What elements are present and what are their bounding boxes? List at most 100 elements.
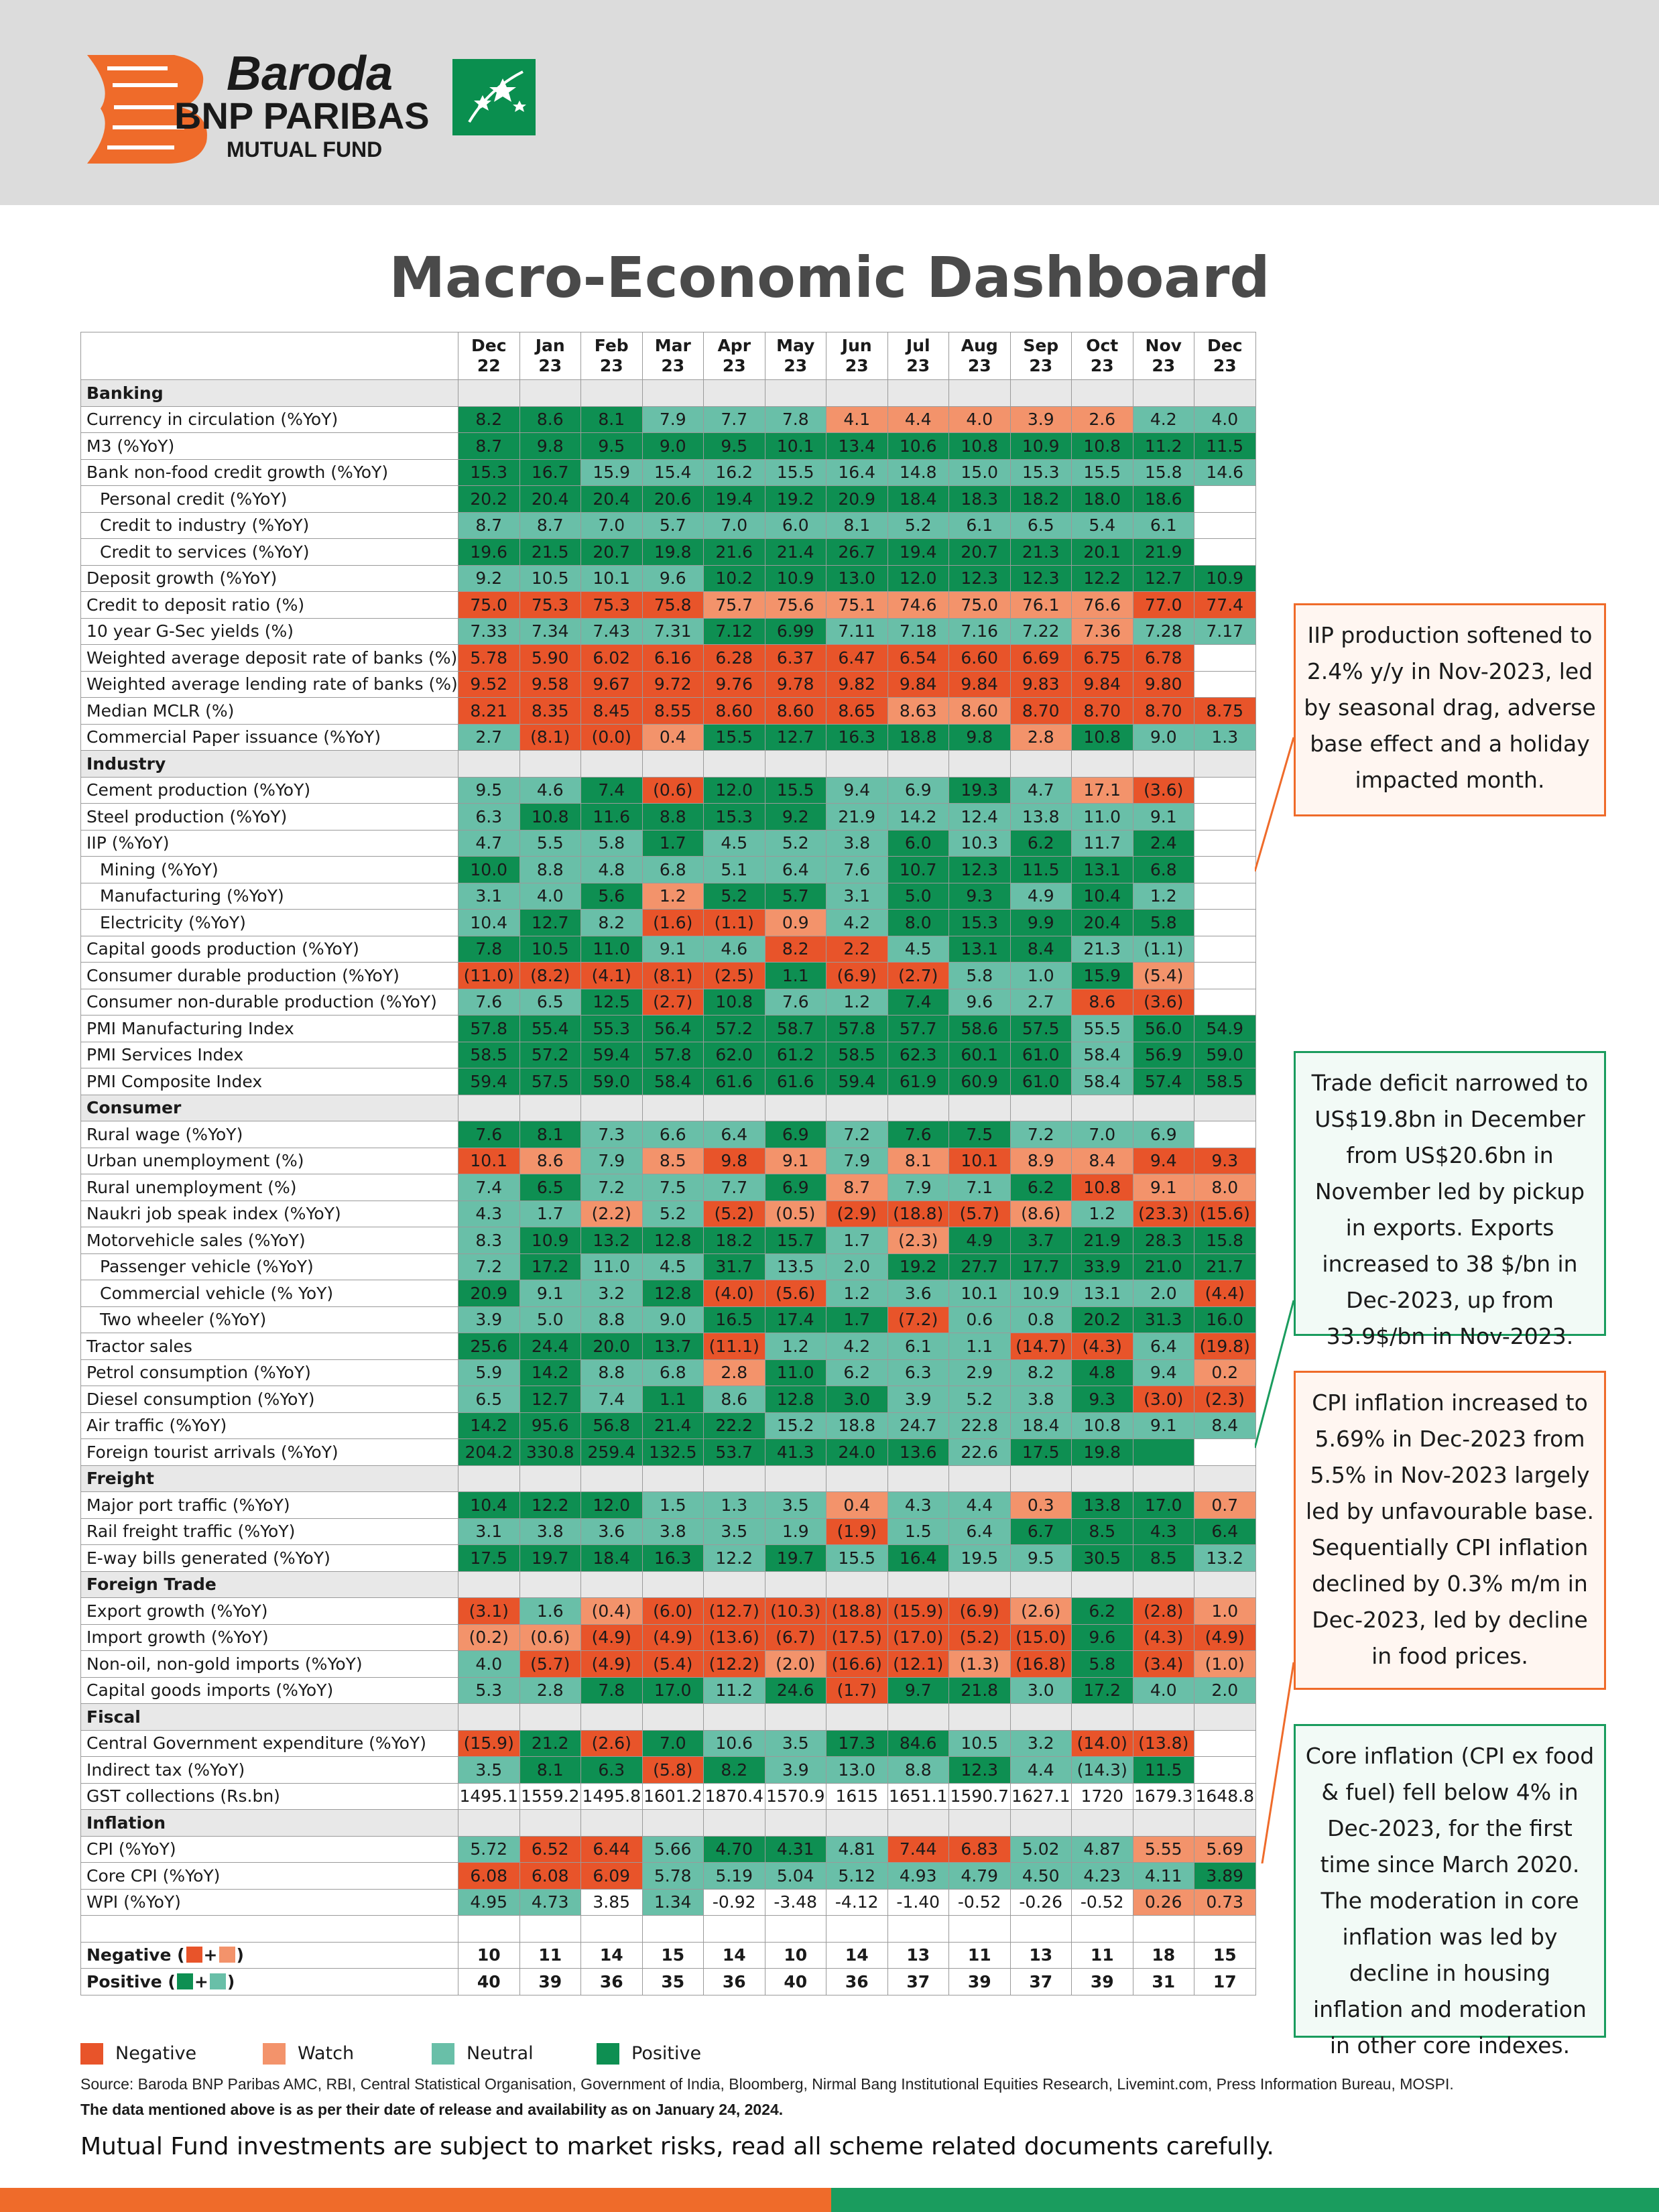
value-cell: 12.5 (580, 988, 643, 1016)
table-row: Rural unemployment (%) 7.4 6.5 7.2 7.5 7.7 6.9… (80, 1174, 1256, 1201)
value-cell: 9.8 (948, 723, 1011, 751)
value-cell: 8.60 (703, 697, 765, 725)
value-cell (1194, 1438, 1256, 1466)
row-label: Rural unemployment (%) (80, 1174, 458, 1201)
value-cell: 8.70 (1071, 697, 1133, 725)
section-cell (764, 1571, 826, 1598)
section-cell (703, 1703, 765, 1731)
row-label: Mining (%YoY) (80, 856, 458, 883)
section-cell (764, 750, 826, 778)
value-cell: 24.4 (519, 1333, 581, 1360)
value-cell: 22.2 (703, 1412, 765, 1439)
section-cell (948, 1809, 1011, 1837)
value-cell: (5.2) (703, 1200, 765, 1227)
value-cell: 9.52 (458, 670, 520, 698)
value-cell: 9.9 (1009, 909, 1072, 936)
value-cell: 11.0 (764, 1359, 826, 1386)
value-cell: 14.8 (887, 458, 949, 486)
value-cell: 5.8 (1071, 1650, 1133, 1678)
value-cell: 21.6 (703, 538, 765, 566)
value-cell: 3.2 (580, 1280, 643, 1307)
row-label: Import growth (%YoY) (80, 1623, 458, 1651)
swatch (209, 1973, 226, 1989)
value-cell: (0.6) (519, 1623, 581, 1651)
value-cell: 58.4 (1071, 1068, 1133, 1095)
value-cell: 5.9 (458, 1359, 520, 1386)
value-cell: 8.2 (703, 1756, 765, 1784)
section-cell (519, 1809, 581, 1837)
table-row: Major port traffic (%YoY) 10.4 12.2 12.0 1.5… (80, 1491, 1256, 1519)
value-cell: (2.2) (580, 1200, 643, 1227)
section-cell (519, 1465, 581, 1492)
value-cell: 16.7 (519, 458, 581, 486)
value-cell: 7.6 (887, 1121, 949, 1148)
section-cell (764, 1809, 826, 1837)
section-row: Foreign Trade (80, 1571, 1256, 1598)
value-cell: 15.0 (948, 458, 1011, 486)
column-month: Nov (1145, 336, 1182, 355)
value-cell: (4.4) (1194, 1280, 1256, 1307)
value-cell: 31.3 (1132, 1306, 1194, 1333)
value-cell: 3.8 (519, 1518, 581, 1545)
table-row: Cement production (%YoY) 9.5 4.6 7.4 (0.6) 12… (80, 776, 1256, 804)
value-cell: (4.0) (703, 1280, 765, 1307)
value-cell: 15.9 (1071, 962, 1133, 989)
value-cell: 21.4 (764, 538, 826, 566)
value-cell: 12.8 (764, 1386, 826, 1413)
value-cell: 10.1 (764, 432, 826, 460)
value-cell: 5.2 (764, 829, 826, 857)
value-cell: 6.9 (764, 1121, 826, 1148)
value-cell: (0.6) (641, 776, 704, 804)
value-cell: 10.8 (1071, 1174, 1133, 1201)
table-row: Export growth (%YoY) (3.1) 1.6 (0.4) (6.0) (1… (80, 1597, 1256, 1625)
value-cell: 12.3 (948, 856, 1011, 883)
row-label: E-way bills generated (%YoY) (80, 1544, 458, 1572)
column-year: 23 (1029, 356, 1053, 375)
value-cell: 9.3 (948, 882, 1011, 910)
value-cell: 6.5 (1009, 511, 1072, 539)
value-cell: 9.1 (519, 1280, 581, 1307)
value-cell: 6.0 (764, 511, 826, 539)
table-row: CPI (%YoY) 5.72 6.52 6.44 5.66 4.70 4.31 4.81 7.… (80, 1835, 1256, 1863)
section-cell (1071, 379, 1133, 407)
section-cell (1009, 1571, 1072, 1598)
value-cell: 6.83 (948, 1835, 1011, 1863)
value-cell: 3.8 (826, 829, 888, 857)
value-cell: (2.9) (826, 1200, 888, 1227)
value-cell: 6.54 (887, 644, 949, 672)
value-cell: 14.2 (519, 1359, 581, 1386)
total-cell: 15 (641, 1941, 704, 1969)
value-cell: 17.2 (1071, 1676, 1133, 1704)
value-cell: 5.02 (1009, 1835, 1072, 1863)
value-cell: (3.6) (1132, 988, 1194, 1016)
value-cell: 6.44 (580, 1835, 643, 1863)
value-cell: 15.2 (764, 1412, 826, 1439)
value-cell: 6.37 (764, 644, 826, 672)
value-cell: 54.9 (1194, 1015, 1256, 1042)
callout-connectors (1255, 737, 1295, 1863)
value-cell: 1.2 (764, 1333, 826, 1360)
value-cell: 2.0 (1194, 1676, 1256, 1704)
value-cell: 14.6 (1194, 458, 1256, 486)
value-cell: 15.3 (458, 458, 520, 486)
value-cell: 7.9 (580, 1147, 643, 1174)
table-row: Commercial Paper issuance (%YoY) 2.7 (8.1)… (80, 723, 1256, 751)
value-cell: 8.1 (887, 1147, 949, 1174)
row-label: Consumer durable production (%YoY) (80, 962, 458, 989)
value-cell (1194, 511, 1256, 539)
value-cell: (2.0) (764, 1650, 826, 1678)
row-label: Motorvehicle sales (%YoY) (80, 1227, 458, 1254)
value-cell: 16.3 (826, 723, 888, 751)
value-cell: 9.0 (641, 1306, 704, 1333)
value-cell: 61.6 (764, 1068, 826, 1095)
value-cell: 4.6 (703, 935, 765, 963)
source-text: Source: Baroda BNP Paribas AMC, RBI, Cen… (80, 2075, 1454, 2093)
column-year: 23 (784, 356, 808, 375)
value-cell: 8.8 (580, 1306, 643, 1333)
value-cell: (11.0) (458, 962, 520, 989)
column-month: Oct (1086, 336, 1119, 355)
section-cell (826, 1571, 888, 1598)
value-cell: 12.7 (1132, 564, 1194, 592)
value-cell: 11.5 (1194, 432, 1256, 460)
value-cell: (18.8) (826, 1597, 888, 1625)
